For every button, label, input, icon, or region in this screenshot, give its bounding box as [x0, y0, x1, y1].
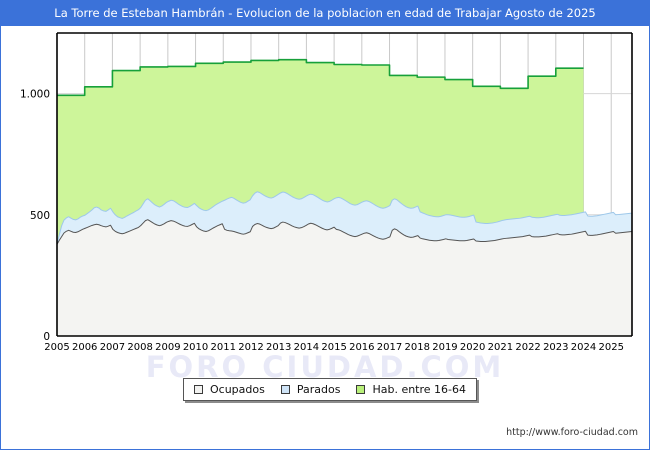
legend-label-ocupados: Ocupados — [210, 383, 265, 396]
x-tick-label: 2020 — [460, 342, 485, 353]
legend-label-parados: Parados — [296, 383, 341, 396]
x-tick-label: 2019 — [432, 342, 457, 353]
legend-item-parados[interactable]: Parados — [280, 383, 341, 396]
x-tick-label: 2009 — [155, 342, 180, 353]
page-title: La Torre de Esteban Hambrán - Evolucion … — [54, 6, 596, 20]
y-tick-label: 1.000 — [20, 89, 50, 101]
x-tick-label: 2018 — [405, 342, 430, 353]
legend-swatch-ocupados — [194, 385, 203, 394]
x-tick-label: 2014 — [294, 342, 319, 353]
x-tick-label: 2008 — [127, 342, 152, 353]
axis-layer — [56, 32, 633, 337]
series-layer — [56, 58, 633, 336]
x-tick-label: 2006 — [72, 342, 97, 353]
x-tick-label: 2025 — [598, 342, 623, 353]
x-tick-label: 2023 — [543, 342, 568, 353]
legend-item-ocupados[interactable]: Ocupados — [194, 383, 265, 396]
x-tick-label: 2011 — [211, 342, 236, 353]
x-tick-label: 2012 — [238, 342, 263, 353]
x-tick-label: 2017 — [377, 342, 402, 353]
x-tick-label: 2022 — [515, 342, 540, 353]
legend-item-habitantes[interactable]: Hab. entre 16-64 — [356, 383, 466, 396]
x-tick-label: 2021 — [488, 342, 513, 353]
legend-label-habitantes: Hab. entre 16-64 — [372, 383, 467, 396]
legend-swatch-parados — [280, 385, 290, 394]
window-titlebar: La Torre de Esteban Hambrán - Evolucion … — [0, 0, 650, 26]
footer-url[interactable]: http://www.foro-ciudad.com — [506, 427, 638, 438]
x-tick-label: 2007 — [100, 342, 125, 353]
x-tick-label: 2016 — [349, 342, 374, 353]
chart-legend: Ocupados Parados Hab. entre 16-64 — [183, 378, 478, 401]
x-tick-label: 2015 — [321, 342, 346, 353]
x-tick-label: 2013 — [266, 342, 291, 353]
legend-swatch-habitantes — [356, 385, 366, 394]
y-tick-label: 500 — [30, 210, 50, 222]
x-tick-label: 2010 — [183, 342, 208, 353]
y-tick-label: 0 — [43, 331, 50, 343]
x-tick-label: 2005 — [44, 342, 69, 353]
x-tick-label: 2024 — [571, 342, 596, 353]
